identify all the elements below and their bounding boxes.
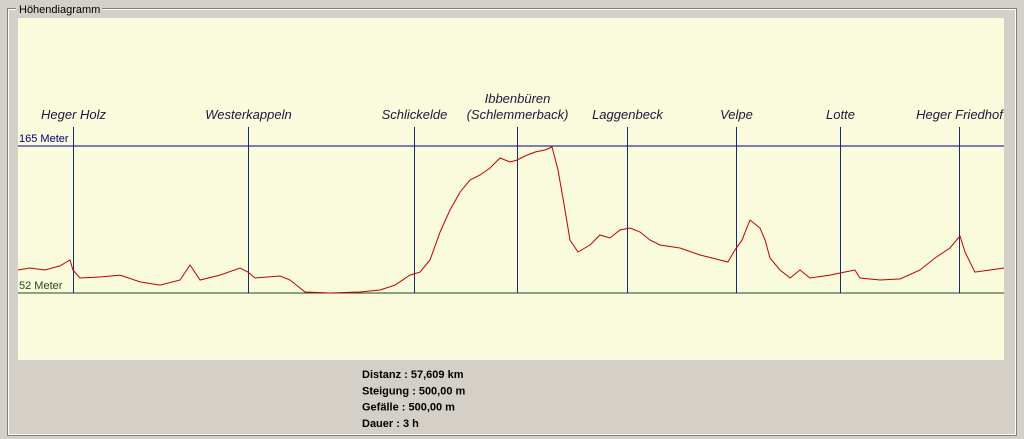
- stat-line: Dauer : 3 h: [362, 418, 419, 430]
- place-label: Ibbenbüren: [485, 91, 551, 106]
- place-label: (Schlemmerback): [467, 107, 569, 122]
- place-label: Laggenbeck: [592, 107, 664, 122]
- stat-line: Gefälle : 500,00 m: [362, 402, 455, 414]
- place-label: Heger Holz: [41, 107, 107, 122]
- reference-label: 165 Meter: [19, 133, 69, 145]
- elevation-line: [17, 146, 1005, 294]
- reference-label: 52 Meter: [19, 280, 63, 292]
- group-box-highlight: [8, 9, 1016, 435]
- place-label: Velpe: [720, 107, 753, 122]
- place-label: Schlickelde: [382, 107, 448, 122]
- place-label: Heger Friedhof: [916, 107, 1004, 122]
- stat-line: Distanz : 57,609 km: [362, 369, 464, 381]
- group-title: Höhendiagramm: [19, 4, 100, 16]
- stat-line: Steigung : 500,00 m: [362, 385, 466, 397]
- group-box: [7, 8, 1017, 436]
- plot-area: [18, 18, 1004, 360]
- group-title-bg: [16, 4, 102, 14]
- place-label: Westerkappeln: [205, 107, 291, 122]
- place-label: Lotte: [826, 107, 855, 122]
